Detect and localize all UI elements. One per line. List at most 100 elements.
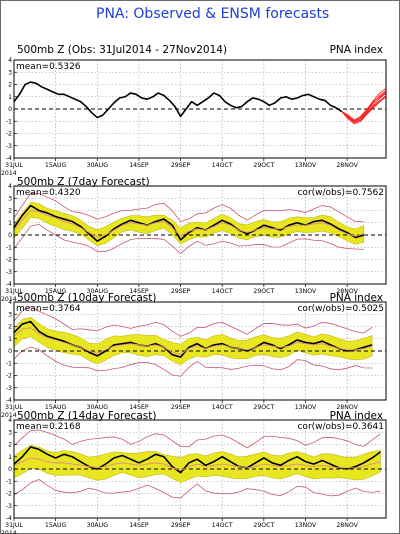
y-tick-label: -4 — [6, 515, 12, 522]
panel-right-label: PNA index — [330, 44, 383, 56]
x-tick-label: 31JUL — [5, 162, 23, 169]
y-tick-label: 1 — [8, 454, 12, 461]
x-tick-label: 15AUG — [45, 404, 67, 411]
mean-stat: mean=0.2168 — [16, 422, 81, 432]
x-tick-label: 14OCT — [212, 404, 233, 411]
y-tick-label: -2 — [6, 373, 12, 380]
x-tick-label: 29SEP — [171, 404, 191, 411]
y-tick-label: 1 — [8, 220, 12, 227]
forecast-member-line — [341, 91, 387, 122]
x-tick-label: 28NOV — [336, 522, 358, 529]
forecast-member-line — [341, 87, 387, 121]
x-tick-label: 30AUG — [87, 522, 109, 529]
x-tick-label: 14SEP — [129, 288, 149, 295]
panel-right-label: PNA index — [330, 410, 383, 422]
y-tick-label: 1 — [8, 94, 12, 101]
correlation-stat: cor(w/obs)=0.7562 — [297, 188, 384, 198]
panel-title: 500mb Z (14day Forecast) — [17, 410, 156, 422]
x-tick-label: 28NOV — [336, 162, 358, 169]
y-tick-label: 0 — [8, 348, 12, 355]
x-tick-label: 13NOV — [295, 404, 317, 411]
year-label: 2014 — [1, 170, 17, 177]
mean-stat: mean=0.3764 — [16, 304, 81, 314]
x-tick-label: 13NOV — [295, 162, 317, 169]
y-tick-label: 4 — [8, 57, 12, 64]
x-tick-label: 29SEP — [171, 162, 191, 169]
y-tick-label: 0 — [8, 106, 12, 113]
x-tick-label: 29OCT — [253, 288, 274, 295]
y-tick-label: 4 — [8, 417, 12, 424]
x-tick-label: 15AUG — [45, 288, 67, 295]
forecast-mean-line — [13, 457, 381, 471]
main-title: PNA: Observed & ENSM forecasts — [96, 6, 329, 22]
panel-title: 500mb Z (Obs: 31Jul2014 - 27Nov2014) — [17, 44, 227, 56]
x-tick-label: 28NOV — [336, 288, 358, 295]
x-tick-label: 13NOV — [295, 288, 317, 295]
x-tick-label: 14OCT — [212, 522, 233, 529]
mean-stat: mean=0.5326 — [16, 62, 81, 72]
y-tick-label: -2 — [6, 257, 12, 264]
year-label: 2014 — [1, 296, 17, 303]
ensemble-upper-limit — [13, 306, 373, 337]
x-tick-label: 30AUG — [87, 288, 109, 295]
y-tick-label: 3 — [8, 311, 12, 318]
x-tick-label: 29OCT — [253, 404, 274, 411]
y-tick-label: -3 — [6, 503, 12, 510]
x-tick-label: 14OCT — [212, 288, 233, 295]
x-tick-label: 28NOV — [336, 404, 358, 411]
y-tick-label: 1 — [8, 336, 12, 343]
y-tick-label: -3 — [6, 269, 12, 276]
y-tick-label: 0 — [8, 232, 12, 239]
x-tick-label: 31JUL — [5, 522, 23, 529]
x-tick-label: 15AUG — [45, 522, 67, 529]
ensemble-upper-limit — [13, 193, 364, 222]
x-tick-label: 14OCT — [212, 162, 233, 169]
y-tick-label: -1 — [6, 360, 12, 367]
x-tick-label: 14SEP — [129, 522, 149, 529]
forecast-member-line — [341, 96, 387, 123]
panel-4: 500mb Z (14day Forecast) PNA index mean=0.… — [1, 410, 387, 534]
panel-right-label: PNA index — [330, 292, 383, 304]
y-tick-label: 0 — [8, 466, 12, 473]
year-label: 2014 — [1, 530, 17, 534]
x-tick-label: 29OCT — [253, 162, 274, 169]
panel-3: 500mb Z (10day Forecast) PNA index mean=0.… — [1, 292, 387, 419]
y-tick-label: 4 — [8, 299, 12, 306]
ensemble-lower-limit — [13, 479, 381, 499]
y-tick-label: 3 — [8, 195, 12, 202]
ensemble-lower-limit — [13, 223, 364, 255]
correlation-stat: cor(w/obs)=0.3641 — [297, 422, 384, 432]
y-tick-label: -3 — [6, 143, 12, 150]
y-tick-label: 2 — [8, 442, 12, 449]
panel-2: 500mb Z (7day Forecast)mean=0.4320 cor(w/… — [1, 176, 387, 303]
panel-1: 500mb Z (Obs: 31Jul2014 - 27Nov2014) PNA … — [1, 44, 387, 177]
y-tick-label: 2 — [8, 324, 12, 331]
forecast-mean-line — [13, 210, 364, 238]
ensemble-upper-limit — [13, 429, 381, 449]
panel-title: 500mb Z (10day Forecast) — [17, 292, 156, 304]
mean-stat: mean=0.4320 — [16, 188, 81, 198]
x-tick-label: 14SEP — [129, 162, 149, 169]
year-label: 2014 — [1, 412, 17, 419]
y-tick-label: -1 — [6, 478, 12, 485]
y-tick-label: -2 — [6, 131, 12, 138]
x-tick-label: 30AUG — [87, 404, 109, 411]
x-tick-label: 29SEP — [171, 522, 191, 529]
correlation-stat: cor(w/obs)=0.5025 — [297, 304, 384, 314]
x-tick-label: 31JUL — [5, 288, 23, 295]
y-tick-label: 2 — [8, 208, 12, 215]
y-tick-label: 4 — [8, 183, 12, 190]
x-tick-label: 14SEP — [129, 404, 149, 411]
forecast-mean-line — [13, 327, 373, 356]
x-tick-label: 30AUG — [87, 162, 109, 169]
y-tick-label: -1 — [6, 244, 12, 251]
panel-title: 500mb Z (7day Forecast) — [17, 176, 150, 188]
y-tick-label: -4 — [6, 155, 12, 162]
x-tick-label: 31JUL — [5, 404, 23, 411]
x-tick-label: 15AUG — [45, 162, 67, 169]
x-tick-label: 29SEP — [171, 288, 191, 295]
observed-line — [13, 81, 343, 119]
y-tick-label: -4 — [6, 281, 12, 288]
y-tick-label: 2 — [8, 82, 12, 89]
